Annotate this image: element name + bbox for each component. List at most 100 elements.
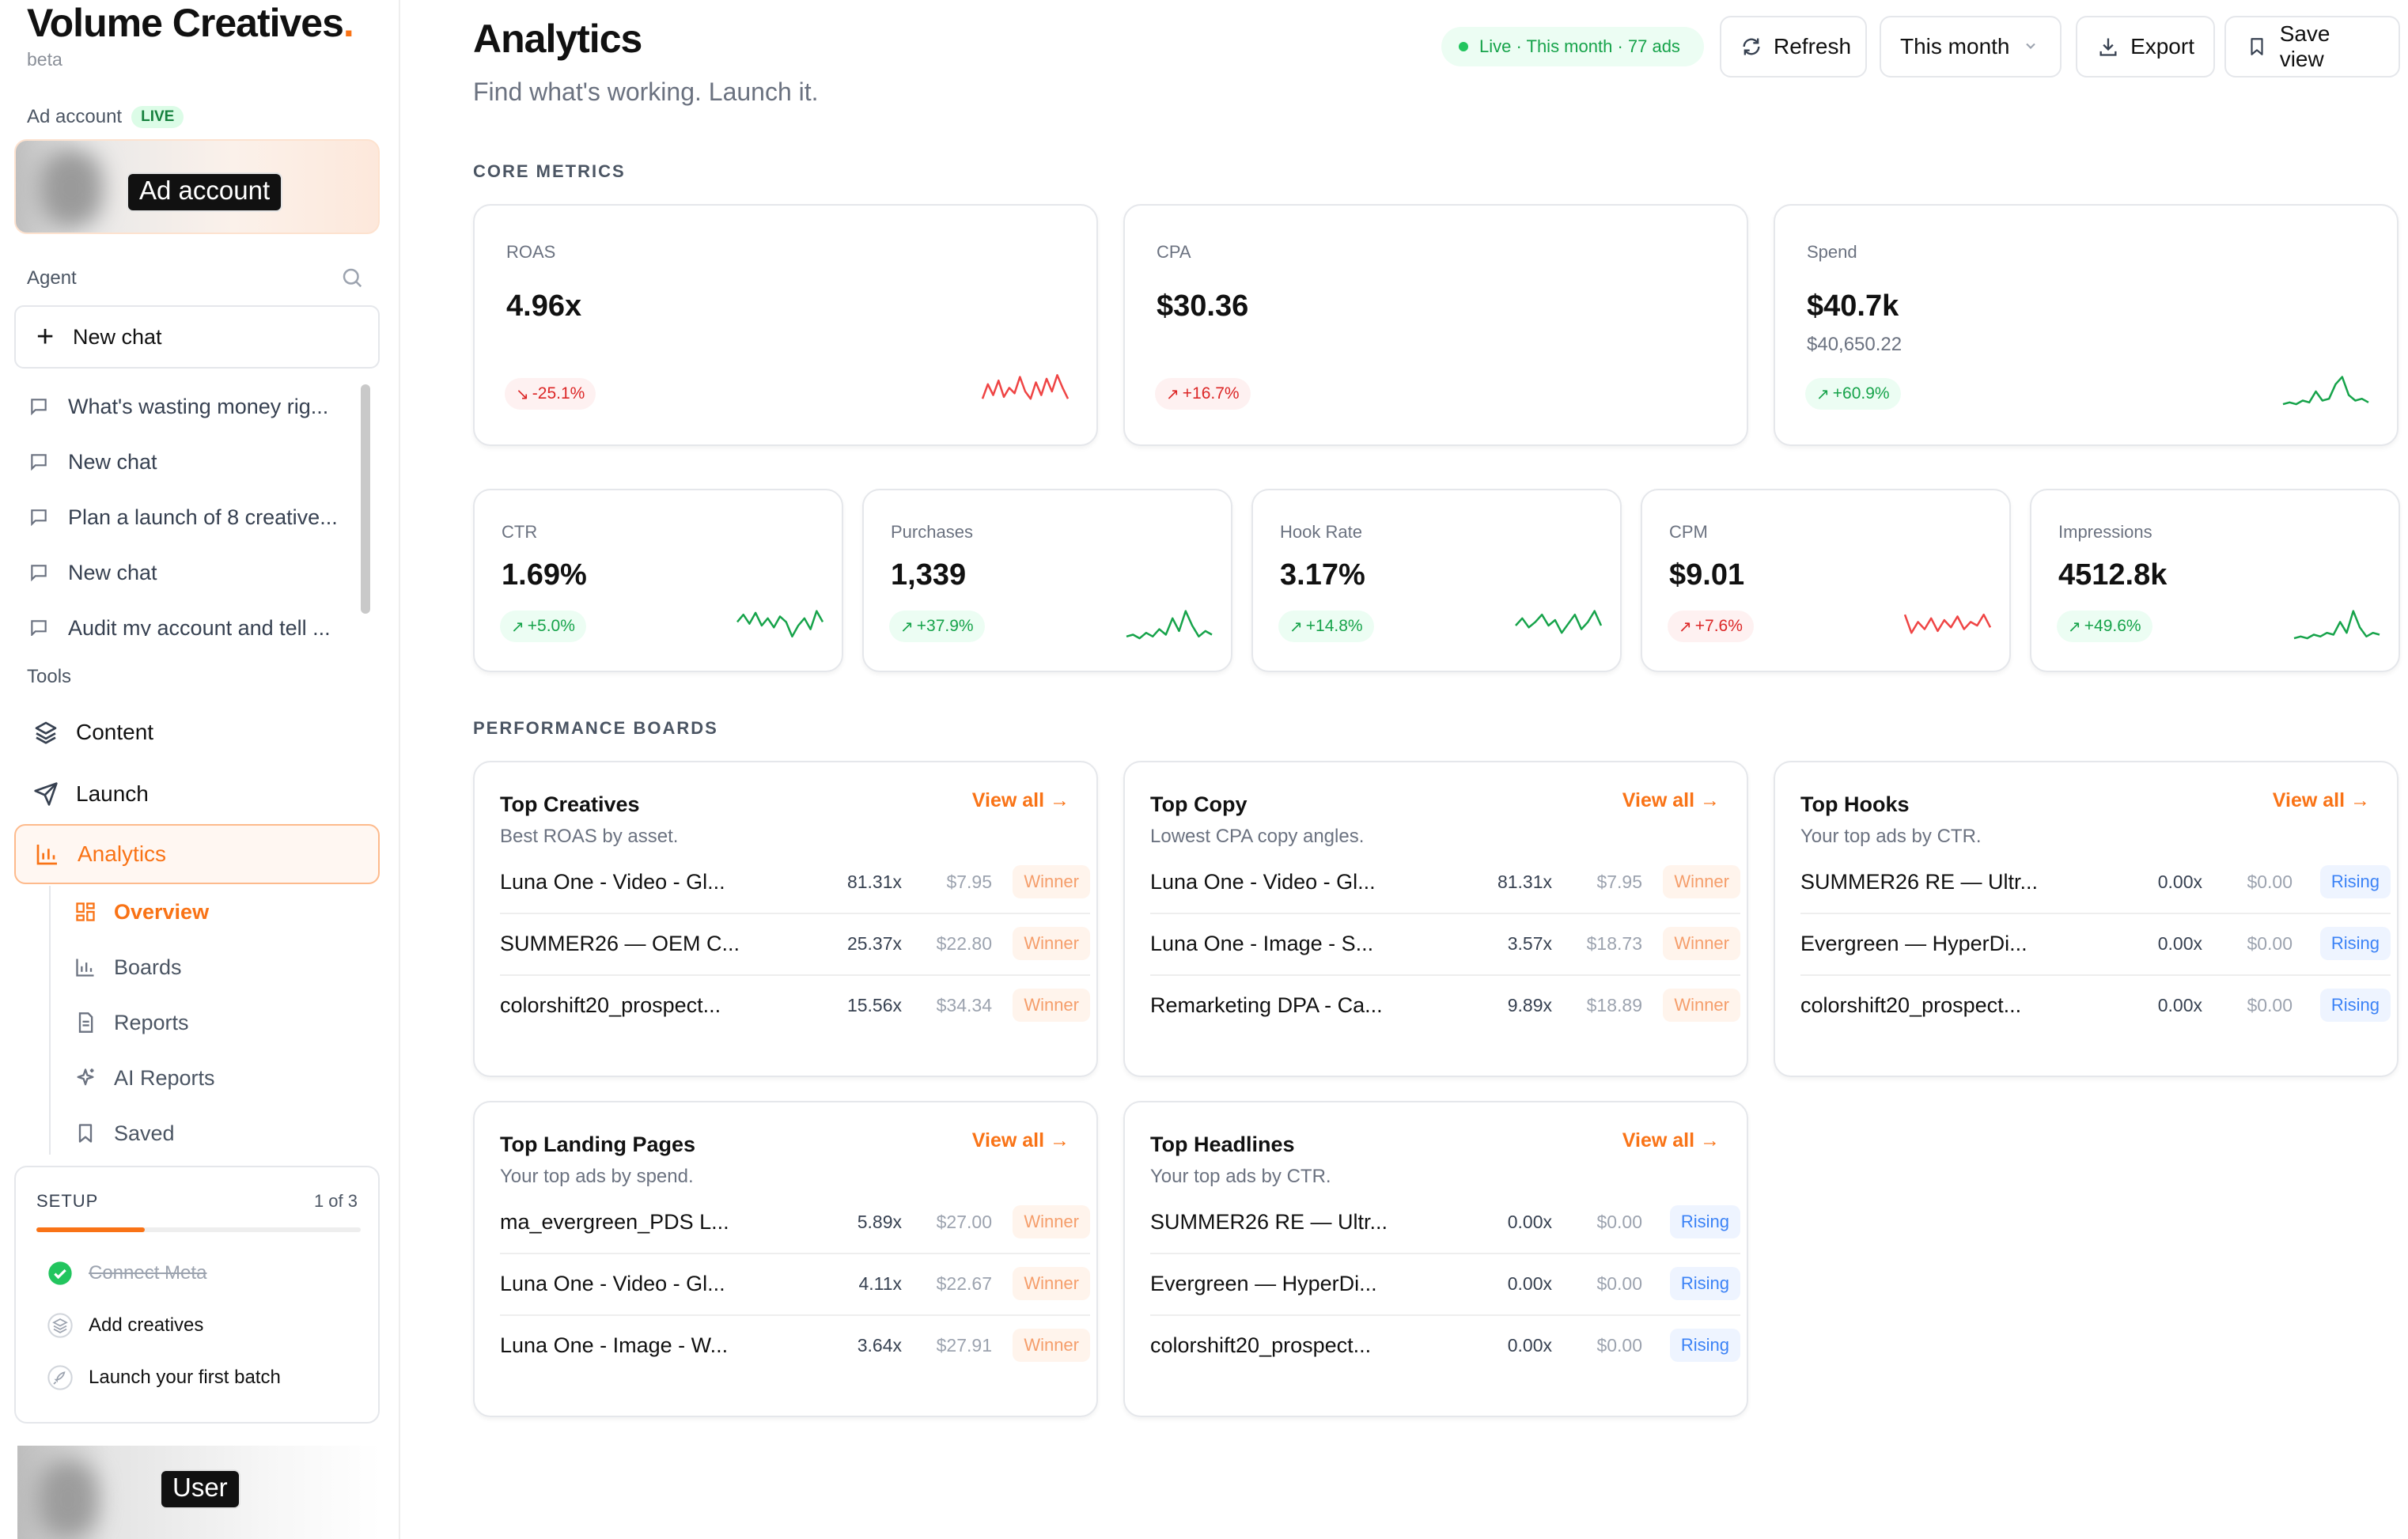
rocket-icon <box>47 1365 73 1390</box>
brand-dot: . <box>343 1 354 45</box>
ad-name: Evergreen — HyperDi... <box>1150 1272 1377 1295</box>
arrow-right-icon: → <box>1700 789 1720 811</box>
status-badge: Winner <box>1013 1267 1090 1300</box>
cpa-value: $0.00 <box>2247 933 2293 954</box>
metric-card-ctr[interactable]: CTR 1.69% ↗ +5.0% <box>473 489 843 672</box>
board-row[interactable]: Luna One - Video - Gl... 4.11x $22.67 Wi… <box>500 1256 1090 1316</box>
metric-delta-value: +5.0% <box>527 617 575 635</box>
chat-history-item[interactable]: New chat <box>28 555 361 590</box>
board-row[interactable]: colorshift20_prospect... 0.00x $0.00 Ris… <box>1800 977 2391 1038</box>
chat-history-item[interactable]: Plan a launch of 8 creative... <box>28 500 361 535</box>
sub-ai-reports[interactable]: AI Reports <box>73 1058 215 1098</box>
brand-logo[interactable]: Volume Creatives. <box>27 0 354 46</box>
setup-step-label: Launch your first batch <box>89 1367 281 1388</box>
metric-value: 4.96x <box>506 289 582 323</box>
board-row[interactable]: SUMMER26 — OEM C... 25.37x $22.80 Winner <box>500 916 1090 976</box>
chat-history-item[interactable]: Audit my account and tell ... <box>28 611 361 636</box>
roas-value: 5.89x <box>857 1212 902 1232</box>
metric-card-roas[interactable]: ROAS 4.96x ↘ -25.1% <box>473 204 1098 446</box>
board-row[interactable]: Remarketing DPA - Ca... 9.89x $18.89 Win… <box>1150 977 1740 1038</box>
tool-launch[interactable]: Launch <box>14 764 380 824</box>
metric-card-purchases[interactable]: Purchases 1,339 ↗ +37.9% <box>862 489 1232 672</box>
view-all-link[interactable]: View all → <box>972 1129 1070 1152</box>
cpa-value: $18.89 <box>1586 995 1642 1015</box>
setup-step-connect-meta[interactable]: Connect Meta <box>47 1257 206 1289</box>
cpa-value: $27.00 <box>936 1212 992 1232</box>
period-dropdown[interactable]: This month <box>1880 16 2062 78</box>
ad-account-selector[interactable]: Ad account <box>14 139 380 234</box>
tool-analytics-label: Analytics <box>78 841 167 866</box>
roas-value: 0.00x <box>1507 1273 1552 1294</box>
roas-value: 15.56x <box>846 995 902 1015</box>
board-top-copy: Top Copy Lowest CPA copy angles. View all … <box>1123 761 1748 1077</box>
sparkline-chart <box>981 374 1070 400</box>
board-row[interactable]: Luna One - Video - Gl... 81.31x $7.95 Wi… <box>1150 854 1740 914</box>
refresh-button[interactable]: Refresh <box>1720 16 1867 78</box>
view-all-link[interactable]: View all → <box>2273 789 2370 812</box>
chat-history-item[interactable]: New chat <box>28 444 361 479</box>
metric-card-spend[interactable]: Spend $40.7k $40,650.22 ↗ +60.9% <box>1774 204 2399 446</box>
sub-boards[interactable]: Boards <box>73 947 182 987</box>
sub-overview[interactable]: Overview <box>73 892 209 932</box>
status-badge: Winner <box>1663 865 1740 898</box>
setup-step-launch-batch[interactable]: Launch your first batch <box>47 1362 281 1393</box>
board-row[interactable]: SUMMER26 RE — Ultr... 0.00x $0.00 Rising <box>1150 1194 1740 1254</box>
arrow-right-icon: → <box>1700 1129 1720 1151</box>
board-row[interactable]: ma_evergreen_PDS L... 5.89x $27.00 Winne… <box>500 1194 1090 1254</box>
setup-step-add-creatives[interactable]: Add creatives <box>47 1310 203 1341</box>
metric-card-hook-rate[interactable]: Hook Rate 3.17% ↗ +14.8% <box>1251 489 1622 672</box>
ad-name: Luna One - Image - S... <box>1150 932 1374 955</box>
check-circle-icon <box>48 1261 72 1285</box>
sub-boards-label: Boards <box>114 955 182 979</box>
board-title: Top Copy <box>1150 792 1248 816</box>
user-menu[interactable]: User <box>17 1446 381 1539</box>
view-all-label: View all <box>1622 789 1695 811</box>
bookmark-icon <box>2245 35 2269 59</box>
board-row[interactable]: SUMMER26 RE — Ultr... 0.00x $0.00 Rising <box>1800 854 2391 914</box>
metric-delta: ↘ -25.1% <box>505 378 596 410</box>
chevron-down-icon <box>2023 34 2039 59</box>
tool-analytics[interactable]: Analytics <box>14 824 380 884</box>
refresh-label: Refresh <box>1774 34 1852 59</box>
view-all-link[interactable]: View all → <box>1622 789 1720 812</box>
sub-saved[interactable]: Saved <box>73 1114 175 1153</box>
ad-account-overlay: Ad account <box>127 172 283 212</box>
refresh-icon <box>1740 35 1762 59</box>
metric-value: 3.17% <box>1280 558 1365 592</box>
roas-value: 0.00x <box>1507 1212 1552 1232</box>
chat-history-item[interactable]: What's wasting money rig... <box>28 389 361 424</box>
sub-reports[interactable]: Reports <box>73 1003 189 1042</box>
tool-content[interactable]: Content <box>14 702 380 762</box>
sub-reports-label: Reports <box>114 1010 189 1034</box>
board-row[interactable]: Luna One - Image - W... 3.64x $27.91 Win… <box>500 1318 1090 1378</box>
board-row[interactable]: Luna One - Image - S... 3.57x $18.73 Win… <box>1150 916 1740 976</box>
new-chat-button[interactable]: + New chat <box>14 305 380 369</box>
board-row[interactable]: colorshift20_prospect... 15.56x $34.34 W… <box>500 977 1090 1038</box>
export-button[interactable]: Export <box>2076 16 2215 78</box>
arrow-right-icon: → <box>1050 1129 1070 1151</box>
chat-list-scrollbar[interactable] <box>361 384 370 614</box>
metric-value: $9.01 <box>1669 558 1745 592</box>
sparkline-series <box>1126 610 1213 640</box>
cpa-value: $22.67 <box>936 1273 992 1294</box>
metric-card-cpa[interactable]: CPA $30.36 ↗ +16.7% <box>1123 204 1748 446</box>
board-row[interactable]: Evergreen — HyperDi... 0.00x $0.00 Risin… <box>1150 1256 1740 1316</box>
metric-card-cpm[interactable]: CPM $9.01 ↗ +7.6% <box>1641 489 2011 672</box>
sparkline-series <box>1515 610 1603 634</box>
chat-history-title: New chat <box>68 560 157 584</box>
search-icon[interactable] <box>340 266 365 291</box>
view-all-link[interactable]: View all → <box>972 789 1070 812</box>
metric-delta: ↗ +16.7% <box>1155 378 1251 410</box>
sparkline-series <box>2282 376 2369 406</box>
core-metrics-label: CORE METRICS <box>473 161 626 181</box>
board-row[interactable]: Evergreen — HyperDi... 0.00x $0.00 Risin… <box>1800 916 2391 976</box>
board-row[interactable]: Luna One - Video - Gl... 81.31x $7.95 Wi… <box>500 854 1090 914</box>
board-row[interactable]: colorshift20_prospect... 0.00x $0.00 Ris… <box>1150 1318 1740 1378</box>
cpa-value: $0.00 <box>1596 1335 1642 1356</box>
metric-card-impressions[interactable]: Impressions 4512.8k ↗ +49.6% <box>2030 489 2400 672</box>
submenu-guide-line <box>49 886 51 1155</box>
view-all-link[interactable]: View all → <box>1622 1129 1720 1152</box>
ad-name: colorshift20_prospect... <box>500 993 721 1017</box>
save-view-button[interactable]: Save view <box>2224 16 2400 78</box>
sparkline-series <box>2293 610 2380 640</box>
